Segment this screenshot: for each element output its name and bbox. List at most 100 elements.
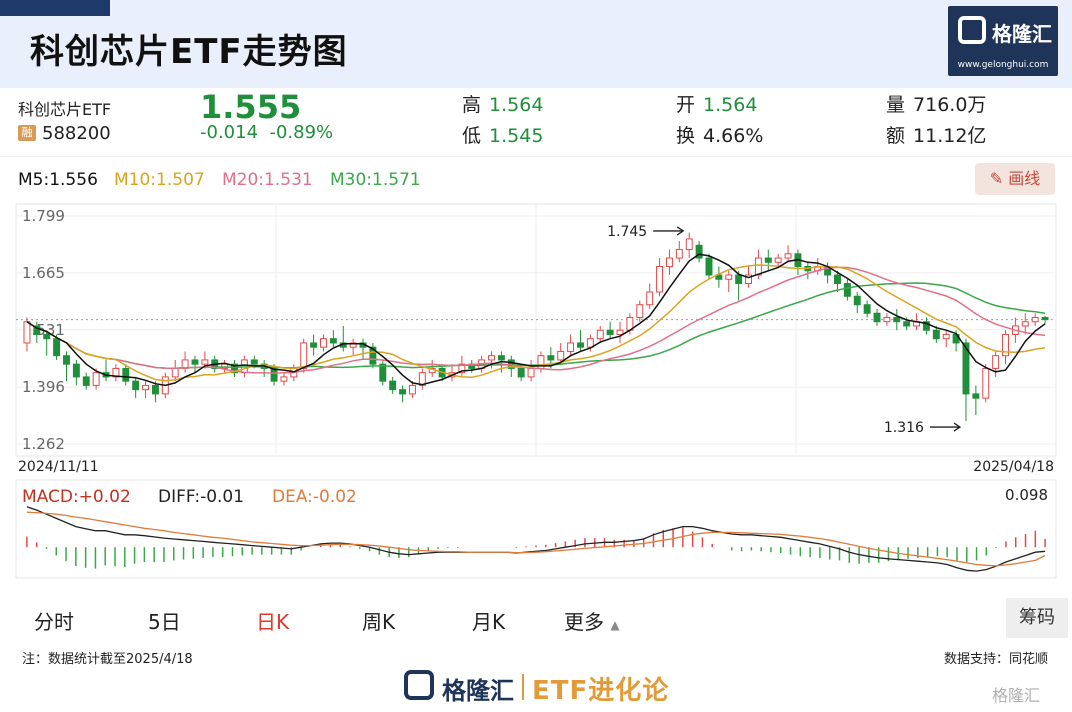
candle xyxy=(932,329,940,340)
tab-weekly-k[interactable]: 周K xyxy=(362,610,396,634)
ma30-label: M30:1.571 xyxy=(330,170,421,190)
turnover-stat: 换 4.66% xyxy=(676,121,763,148)
open-label: 开 xyxy=(676,94,696,116)
candle xyxy=(458,363,466,374)
amount-stat: 额 11.12亿 xyxy=(886,121,986,148)
candle xyxy=(715,274,723,280)
ma20-line xyxy=(26,266,1046,374)
tab-more[interactable]: 更多 ▲ xyxy=(564,606,620,635)
candle xyxy=(754,257,762,276)
gelonghui-logo: 格隆汇 www.gelonghui.com xyxy=(948,6,1058,76)
annotation-arrowhead xyxy=(676,226,685,236)
candle xyxy=(656,266,664,293)
chip-button[interactable]: 筹码 xyxy=(1006,598,1068,638)
candle xyxy=(567,342,575,352)
page-title: 科创芯片ETF走势图 xyxy=(30,32,348,72)
candle xyxy=(596,329,604,340)
candle xyxy=(43,333,51,340)
draw-line-button[interactable]: ✎ 画线 xyxy=(975,163,1055,195)
tab-monthly-k[interactable]: 月K xyxy=(472,610,506,634)
price-tick-label: 1.262 xyxy=(22,435,65,453)
candle xyxy=(853,295,861,306)
candles xyxy=(23,232,1049,422)
date-start: 2024/11/11 xyxy=(18,459,99,475)
candle xyxy=(834,274,841,285)
amount-value: 11.12亿 xyxy=(913,125,987,147)
candle xyxy=(616,329,624,335)
candle xyxy=(903,321,911,327)
low-label: 低 xyxy=(462,125,482,147)
volume-stat: 量 716.0万 xyxy=(886,90,986,117)
candle xyxy=(1002,333,1009,357)
candle xyxy=(517,367,525,378)
candle xyxy=(675,249,683,259)
dea-label: DEA:-0.02 xyxy=(272,487,357,507)
volume-value: 716.0万 xyxy=(913,94,987,116)
high-label: 高 xyxy=(462,94,482,116)
high-value: 1.564 xyxy=(489,94,544,116)
change-pct: -0.89% xyxy=(269,122,334,143)
candle xyxy=(992,355,1000,369)
macd-bars xyxy=(26,506,1046,572)
candle xyxy=(774,257,782,263)
candle xyxy=(53,338,61,357)
candle xyxy=(488,355,495,361)
candle xyxy=(310,342,318,348)
footer-brand: 格隆汇 ETF进化论 格隆汇 xyxy=(0,660,1072,712)
candle xyxy=(33,325,41,335)
ma5-label: M5:1.556 xyxy=(18,170,98,190)
turnover-value: 4.66% xyxy=(703,125,764,147)
turnover-label: 换 xyxy=(676,125,696,147)
candle xyxy=(379,363,387,382)
g-logo-icon xyxy=(404,670,434,700)
macd-max-label: 0.098 xyxy=(1005,486,1048,504)
ma20-label: M20:1.531 xyxy=(222,170,313,190)
candle xyxy=(527,367,535,378)
candle xyxy=(349,342,357,348)
annotation-arrowhead xyxy=(953,422,962,432)
candle xyxy=(577,342,584,348)
tab-intraday[interactable]: 分时 xyxy=(34,610,74,634)
tab-daily-k[interactable]: 日K xyxy=(256,610,290,634)
price-annotations: 1.745 1.316 xyxy=(607,224,962,436)
candle xyxy=(122,367,130,382)
watermark: 格隆汇 xyxy=(992,686,1041,705)
price-tick-label: 1.799 xyxy=(22,207,65,225)
etf-name: 科创芯片ETF xyxy=(18,100,112,119)
candle xyxy=(369,346,377,365)
candle xyxy=(497,355,505,361)
low-value: 1.545 xyxy=(489,125,544,147)
diff-label: DIFF:-0.01 xyxy=(158,487,244,507)
draw-line-label: 画线 xyxy=(1008,169,1041,188)
divider xyxy=(0,156,1072,157)
candle xyxy=(665,257,673,268)
etf-code: 588200 xyxy=(42,123,111,144)
diff-line xyxy=(26,506,1046,572)
candle xyxy=(922,321,930,331)
candle xyxy=(112,367,120,378)
g-logo-icon xyxy=(958,16,986,44)
ma-lines xyxy=(26,253,1046,387)
logo-url: www.gelonghui.com xyxy=(957,60,1049,70)
candle xyxy=(1041,316,1049,321)
candle xyxy=(982,367,990,399)
open-stat: 开 1.564 xyxy=(676,90,757,117)
quote-panel: 科创芯片ETF 融 588200 1.555 -0.014 -0.89% 高 1.… xyxy=(0,88,1072,152)
ma10-label: M10:1.507 xyxy=(114,170,205,190)
annotation-label: 1.316 xyxy=(884,420,924,436)
candle xyxy=(695,244,703,259)
candle xyxy=(408,384,416,395)
candle xyxy=(270,367,278,382)
date-end: 2025/04/18 xyxy=(973,459,1054,475)
data-source: 数据支持：同花顺 xyxy=(944,652,1049,667)
open-value: 1.564 xyxy=(703,94,758,116)
footer-divider xyxy=(522,674,524,700)
candle xyxy=(132,380,140,391)
candle xyxy=(883,316,891,323)
candle xyxy=(389,380,397,391)
candle xyxy=(1021,321,1029,327)
dea-line xyxy=(26,511,1046,567)
candle xyxy=(399,389,407,395)
tab-5day[interactable]: 5日 xyxy=(148,610,181,634)
